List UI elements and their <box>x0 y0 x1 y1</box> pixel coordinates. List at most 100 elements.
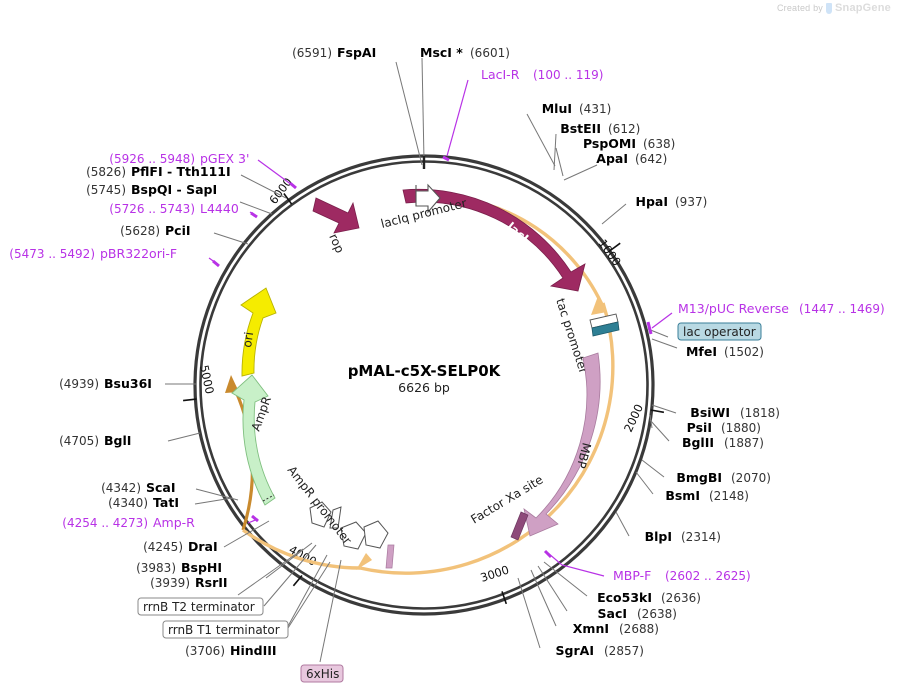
label-PsiI-enzyme: PsiI <box>687 420 712 435</box>
label-pGEX-3prime[interactable]: (5926 .. 5948) pGEX 3' <box>109 151 249 166</box>
feature-AmpR[interactable]: AmpR <box>231 374 276 506</box>
label-MfeI-enzyme: MfeI <box>686 344 717 359</box>
label-BsmI-enzyme: BsmI <box>665 488 700 503</box>
label-SgrAI[interactable]: SgrAI (2857) <box>556 643 644 658</box>
label-PsiI-pos: (1880) <box>721 421 761 435</box>
label-XmnI[interactable]: XmnI (2688) <box>573 621 659 636</box>
label-XmnI-pos: (2688) <box>619 622 659 636</box>
label-Eco53kI[interactable]: Eco53kI (2636) <box>597 590 701 605</box>
label-M13-pUC-Reverse[interactable]: M13/pUC Reverse (1447 .. 1469) <box>678 301 885 316</box>
label-Eco53kI-pos: (2636) <box>661 591 701 605</box>
feature-6xHis[interactable] <box>385 544 395 569</box>
boxed-label-rrnB-T2-text: rrnB T2 terminator <box>143 600 255 614</box>
plasmid-size: 6626 bp <box>398 380 450 395</box>
label-MfeI[interactable]: MfeI (1502) <box>686 344 764 359</box>
feature-ori[interactable]: ori <box>240 287 277 377</box>
label-HpaI[interactable]: HpaI (937) <box>636 194 708 209</box>
label-group-top: (6591) FspAI MscI * (6601) LacI-R (100 .… <box>292 45 603 82</box>
label-MscI-pos: (6601) <box>470 46 510 60</box>
feature-rrnB-T1-terminator[interactable] <box>363 520 389 549</box>
feature-AmpR-promoter[interactable]: AmpR promoter <box>285 463 355 547</box>
label-TatI[interactable]: (4340) TatI <box>108 495 179 510</box>
label-FspAI-pos: (6591) <box>292 46 332 60</box>
label-MluI[interactable]: MluI (431) <box>542 101 612 116</box>
label-MscI[interactable]: MscI * (6601) <box>420 45 510 60</box>
label-FspAI-enzyme: FspAI <box>337 45 376 60</box>
label-HindIII-pos: (3706) <box>185 644 225 658</box>
boxed-label-6xHis[interactable]: 6xHis <box>300 664 344 683</box>
label-BglI[interactable]: (4705) BglI <box>59 433 131 448</box>
label-BspQI-SapI[interactable]: (5745) BspQI - SapI <box>86 182 217 197</box>
label-ApaI[interactable]: ApaI (642) <box>596 151 667 166</box>
label-PflFI-Tth111I[interactable]: (5826) PflFI - Tth111I <box>86 164 231 179</box>
label-L4440[interactable]: (5726 .. 5743) L4440 <box>109 201 239 216</box>
orf-arc-mbp <box>359 302 615 575</box>
watermark-brand: SnapGene <box>834 2 891 14</box>
label-TatI-enzyme: TatI <box>153 495 179 510</box>
label-RsrII-enzyme: RsrII <box>195 575 228 590</box>
label-PflFI-pos: (5826) <box>86 165 126 179</box>
label-HpaI-pos: (937) <box>675 195 707 209</box>
label-HpaI-enzyme: HpaI <box>636 194 669 209</box>
label-PspOMI[interactable]: PspOMI (638) <box>583 136 675 151</box>
feature-rrnB-T2-terminator[interactable] <box>340 521 367 550</box>
label-BmgBI-pos: (2070) <box>731 471 771 485</box>
label-BsiWI[interactable]: BsiWI (1818) <box>690 405 780 420</box>
label-BlpI-pos: (2314) <box>681 530 721 544</box>
label-BstEII-enzyme: BstEII <box>560 121 601 136</box>
label-DraI-enzyme: DraI <box>188 539 218 554</box>
label-BmgBI[interactable]: BmgBI (2070) <box>676 470 771 485</box>
tick-label-3000: 3000 <box>479 562 511 584</box>
feature-label-AmpR-promoter: AmpR promoter <box>285 463 355 547</box>
feature-MBP[interactable]: MBP <box>523 352 601 537</box>
label-BspQI-pos: (5745) <box>86 183 126 197</box>
label-LacI-R[interactable]: LacI-R (100 .. 119) <box>481 67 603 82</box>
label-BsiWI-enzyme: BsiWI <box>690 405 730 420</box>
leader-lines <box>165 57 678 663</box>
label-pGEX-range: (5926 .. 5948) <box>109 152 195 166</box>
label-BglII-enzyme: BglII <box>682 435 714 450</box>
label-DraI[interactable]: (4245) DraI <box>143 539 218 554</box>
watermark-prefix: Created by <box>776 3 823 13</box>
feature-lacIq-promoter[interactable]: lacIq promoter <box>379 183 468 231</box>
boxed-label-lac-operator[interactable]: lac operator <box>677 322 762 341</box>
label-PciI[interactable]: (5628) PciI <box>120 223 190 238</box>
label-pBR322ori-F[interactable]: (5473 .. 5492) pBR322ori-F <box>9 246 177 261</box>
feature-label-ori: ori <box>240 331 256 348</box>
boxed-label-rrnB-T1-terminator[interactable]: rrnB T1 terminator <box>162 620 289 639</box>
label-Amp-R[interactable]: (4254 .. 4273) Amp-R <box>62 515 195 530</box>
label-M13-range: (1447 .. 1469) <box>799 302 885 316</box>
label-BglII[interactable]: BglII (1887) <box>682 435 764 450</box>
label-FspAI[interactable]: (6591) FspAI <box>292 45 376 60</box>
label-pBR322-name: pBR322ori-F <box>100 246 177 261</box>
boxed-label-rrnB-T2-terminator[interactable]: rrnB T2 terminator <box>137 597 264 616</box>
label-BsmI[interactable]: BsmI (2148) <box>665 488 749 503</box>
label-group-right: MluI (431) BstEII (612) PspOMI (638) Apa… <box>542 101 885 658</box>
label-Bsu36I-pos: (4939) <box>59 377 99 391</box>
label-TatI-pos: (4340) <box>108 496 148 510</box>
label-LacI-R-name: LacI-R <box>481 67 520 82</box>
label-Bsu36I[interactable]: (4939) Bsu36I <box>59 376 152 391</box>
orf-arc-ampR-2 <box>242 528 361 570</box>
label-BglI-pos: (4705) <box>59 434 99 448</box>
label-BstEII[interactable]: BstEII (612) <box>560 121 640 136</box>
label-PsiI[interactable]: PsiI (1880) <box>687 420 761 435</box>
label-ScaI-pos: (4342) <box>101 481 141 495</box>
label-RsrII[interactable]: (3939) RsrII <box>150 575 227 590</box>
label-BspHI-pos: (3983) <box>136 561 176 575</box>
label-M13-name: M13/pUC Reverse <box>678 301 789 316</box>
label-BspHI[interactable]: (3983) BspHI <box>136 560 222 575</box>
label-Amp-R-range: (4254 .. 4273) <box>62 516 148 530</box>
feature-rop[interactable]: rop <box>312 197 360 255</box>
label-SacI-pos: (2638) <box>637 607 677 621</box>
label-HindIII[interactable]: (3706) HindIII <box>185 643 276 658</box>
label-BlpI[interactable]: BlpI (2314) <box>645 529 721 544</box>
label-MBP-F[interactable]: MBP-F (2602 .. 2625) <box>613 568 751 583</box>
label-ScaI[interactable]: (4342) ScaI <box>101 480 175 495</box>
label-SgrAI-pos: (2857) <box>604 644 644 658</box>
label-SacI[interactable]: SacI (2638) <box>598 606 677 621</box>
label-PciI-pos: (5628) <box>120 224 160 238</box>
tick-label-5000: 5000 <box>197 364 217 396</box>
orf-arc-arrowhead-3 <box>225 375 239 393</box>
